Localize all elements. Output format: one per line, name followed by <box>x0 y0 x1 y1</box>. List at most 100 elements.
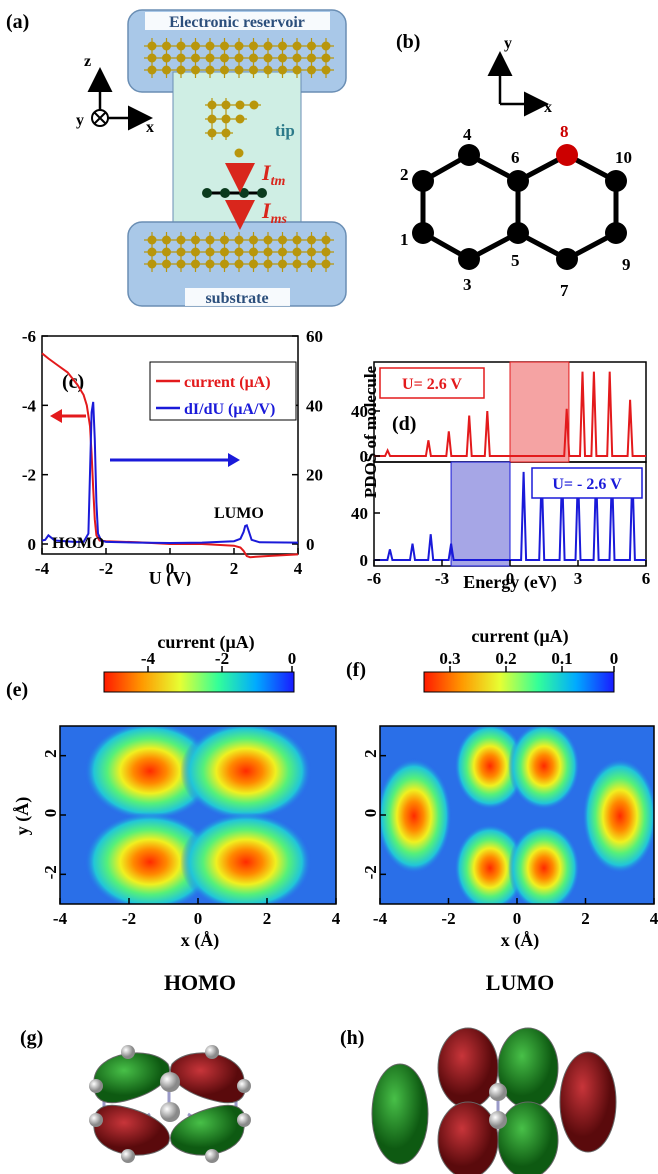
molecule-atom <box>257 188 267 198</box>
lattice-atom <box>191 53 200 63</box>
y-tick-label: 0 <box>361 809 380 818</box>
colorbar-tick-label: -4 <box>141 649 156 668</box>
lattice-atom <box>307 235 316 245</box>
colorbar-tick-label: -2 <box>215 649 229 668</box>
y-right-tick-label: 0 <box>306 535 315 554</box>
lattice-atom <box>307 41 316 51</box>
y-tick-label: 2 <box>361 749 380 758</box>
lattice-atom <box>278 235 287 245</box>
legend-c: current (μA) dI/dU (μA/V) <box>149 361 297 421</box>
panel-e-chart: (e) current (μA) -4 -2 0 -4 -2 0 2 4 2 0 -2 y (Å)… <box>6 632 340 950</box>
coordinate-axes: z y x <box>76 53 154 136</box>
molecule-atom <box>239 188 249 198</box>
lattice-atom <box>263 235 273 245</box>
y-axis-label-e: y (Å) <box>12 797 33 836</box>
y-tick-label-d: 40 <box>351 402 368 421</box>
hydrogen-atom <box>89 1113 103 1127</box>
site-label-7: 7 <box>560 281 569 300</box>
lattice-atom <box>234 235 244 245</box>
lattice-atom <box>278 65 287 75</box>
site-label-9: 9 <box>622 255 631 274</box>
hydrogen-atom <box>205 1045 219 1059</box>
colorbar-tick-label: 0 <box>288 649 297 668</box>
lattice-atom <box>307 247 316 257</box>
site-label-10: 10 <box>615 148 632 167</box>
lattice-atom <box>147 235 157 245</box>
lattice-atom <box>220 235 229 245</box>
site-10 <box>605 170 627 192</box>
x-tick-label: 2 <box>230 559 239 578</box>
lattice-atom <box>249 247 258 257</box>
y-axis-label-d: PDOS of molecule <box>361 365 380 498</box>
tip-label: tip <box>275 121 295 140</box>
lattice-atom <box>249 235 258 245</box>
annotation-homo: HOMO <box>52 535 104 552</box>
heatmap-lobe <box>180 726 312 821</box>
lattice-atom <box>162 65 171 75</box>
lattice-atom <box>147 41 157 51</box>
y-tick-label: -2 <box>361 865 380 879</box>
colorbar-tick-label: 0.3 <box>439 649 460 668</box>
site-6 <box>507 170 529 192</box>
x-tick-label-d: 3 <box>574 569 583 588</box>
y-left-tick-label: 0 <box>28 535 37 554</box>
lattice-atom <box>191 41 200 51</box>
lattice-atom <box>278 259 287 269</box>
series-line-current <box>41 352 299 559</box>
heatmap-lobe <box>508 726 580 810</box>
legend-current: current (μA) <box>184 374 271 391</box>
colorbar-tick-label: 0.2 <box>495 649 516 668</box>
site-label-3: 3 <box>463 275 472 294</box>
lattice-atom <box>205 259 215 269</box>
annotation-lumo: LUMO <box>214 505 264 522</box>
lattice-atom <box>321 235 331 245</box>
colorbar-title-f: current (μA) <box>471 626 568 647</box>
energy-window <box>450 461 511 567</box>
panel-label-h: (h) <box>340 1027 364 1049</box>
orbital-lobe-red <box>559 1051 617 1153</box>
lattice-atom <box>234 41 244 51</box>
y-right-tick-label: 40 <box>306 396 323 415</box>
x-tick-label: -2 <box>99 559 113 578</box>
lattice-atom <box>205 235 215 245</box>
lattice-atom <box>220 53 229 63</box>
site-1 <box>412 222 434 244</box>
site-4 <box>458 144 480 166</box>
lattice-atom <box>307 53 316 63</box>
x-tick-label-d: -6 <box>367 569 381 588</box>
y-tick-label: -2 <box>41 865 60 879</box>
colorbar-e <box>103 671 295 693</box>
colorbar-title-e: current (μA) <box>157 632 254 653</box>
lattice-atom <box>263 259 273 269</box>
colorbar-tick-label: 0.1 <box>551 649 572 668</box>
hydrogen-atom <box>237 1113 251 1127</box>
axis-x-label: x <box>146 119 154 136</box>
site-label-4: 4 <box>463 125 472 144</box>
label-u-negative: U= - 2.6 V <box>552 476 622 493</box>
panel-g-orbital: (g) <box>20 1027 251 1163</box>
hydrogen-atom <box>121 1045 135 1059</box>
lattice-atom <box>278 247 287 257</box>
current-tm-label: Itm <box>261 160 285 189</box>
x-axis-label-d: Energy (eV) <box>463 572 556 593</box>
lattice-atom <box>234 259 244 269</box>
label-u-positive: U= 2.6 V <box>402 376 462 393</box>
panel-label-e: (e) <box>6 679 28 701</box>
panel-label-g: (g) <box>20 1027 43 1049</box>
x-axis-label-c: U (V) <box>149 568 192 586</box>
lattice-atom <box>278 41 287 51</box>
lattice-atom <box>292 65 302 75</box>
heatmap-lobe <box>454 824 526 904</box>
lattice-atom <box>147 259 157 269</box>
site-3 <box>458 248 480 270</box>
x-tick-label: -2 <box>441 909 455 928</box>
lattice-atom <box>147 53 157 63</box>
x-tick-label: 4 <box>332 909 340 928</box>
x-tick-label: -4 <box>35 559 50 578</box>
lattice-atom <box>147 65 157 75</box>
lattice-atom <box>249 65 258 75</box>
lattice-atom <box>176 65 186 75</box>
lattice-atom <box>176 53 186 63</box>
orbital-lobe-green <box>93 1052 170 1104</box>
